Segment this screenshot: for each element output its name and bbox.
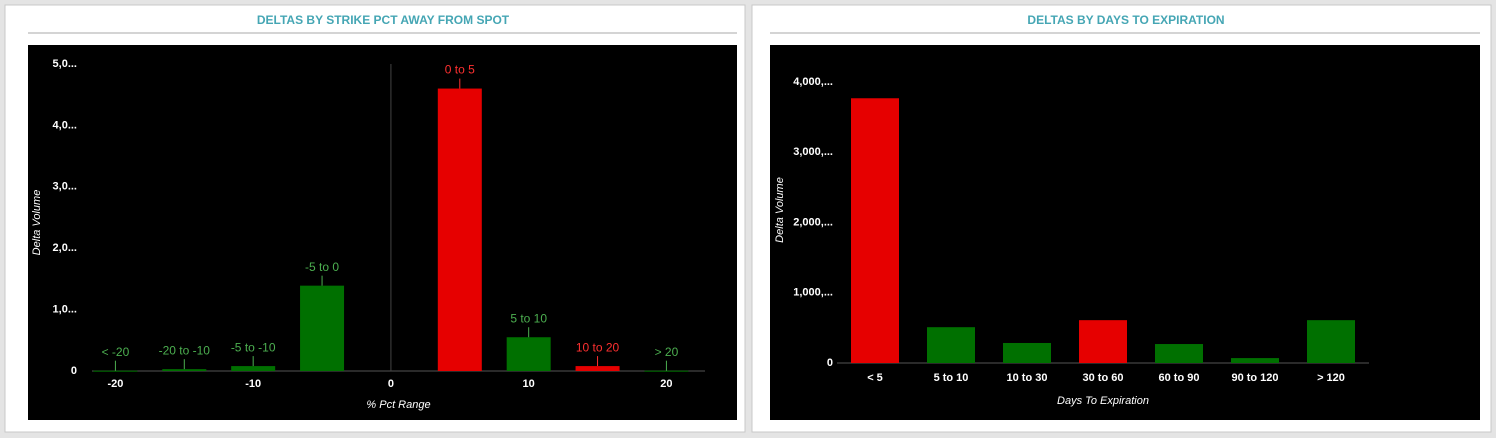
bar [1155,344,1203,363]
data-label: -5 to -10 [231,340,276,354]
x-tick-label: 10 to 30 [1007,372,1048,384]
bar [927,327,975,363]
y-tick-label: 2,000,... [793,216,833,228]
y-tick-label: 0 [827,357,833,369]
x-tick-label: < 5 [867,372,883,384]
y-tick-label: 3,000,... [793,146,833,158]
bar [575,366,620,371]
bar [1003,342,1051,363]
y-axis-title: Delta Volume [774,177,786,243]
plot-background [28,45,737,420]
bar [437,88,482,371]
bar [506,337,551,371]
bar [1079,320,1127,363]
x-axis-title: % Pct Range [366,399,430,411]
bar [300,285,345,371]
data-label: < -20 [102,345,130,359]
bar [93,370,138,372]
x-tick-label: 5 to 10 [934,372,969,384]
bar [1231,358,1279,363]
x-axis-title: Days To Expiration [1057,395,1149,407]
y-tick-label: 4,0... [53,119,77,131]
x-tick-label: -20 [107,378,123,390]
bar [644,370,689,372]
y-axis-title: Delta Volume [31,190,43,256]
data-label: 10 to 20 [576,340,620,354]
bar [162,369,207,371]
data-label: -20 to -10 [159,343,211,357]
y-tick-label: 0 [71,365,77,377]
x-tick-label: 60 to 90 [1159,372,1200,384]
data-label: 5 to 10 [510,311,547,325]
bar [231,366,276,371]
y-tick-label: 5,0... [53,58,77,70]
y-tick-label: 2,0... [53,242,77,254]
panel-title: DELTAS BY STRIKE PCT AWAY FROM SPOT [257,13,510,27]
x-tick-label: > 120 [1317,372,1345,384]
y-tick-label: 1,0... [53,304,77,316]
x-tick-label: 90 to 120 [1231,372,1278,384]
x-tick-label: -10 [245,378,261,390]
y-tick-label: 3,0... [53,181,77,193]
data-label: 0 to 5 [445,63,475,77]
x-tick-label: 30 to 60 [1083,372,1124,384]
y-tick-label: 1,000,... [793,287,833,299]
panel-title: DELTAS BY DAYS TO EXPIRATION [1027,13,1224,27]
bar [851,98,899,364]
data-label: -5 to 0 [305,260,339,274]
x-tick-label: 0 [388,378,394,390]
data-label: > 20 [655,345,679,359]
bar [1307,320,1355,363]
y-tick-label: 4,000,... [793,76,833,88]
x-tick-label: 20 [660,378,672,390]
x-tick-label: 10 [523,378,535,390]
